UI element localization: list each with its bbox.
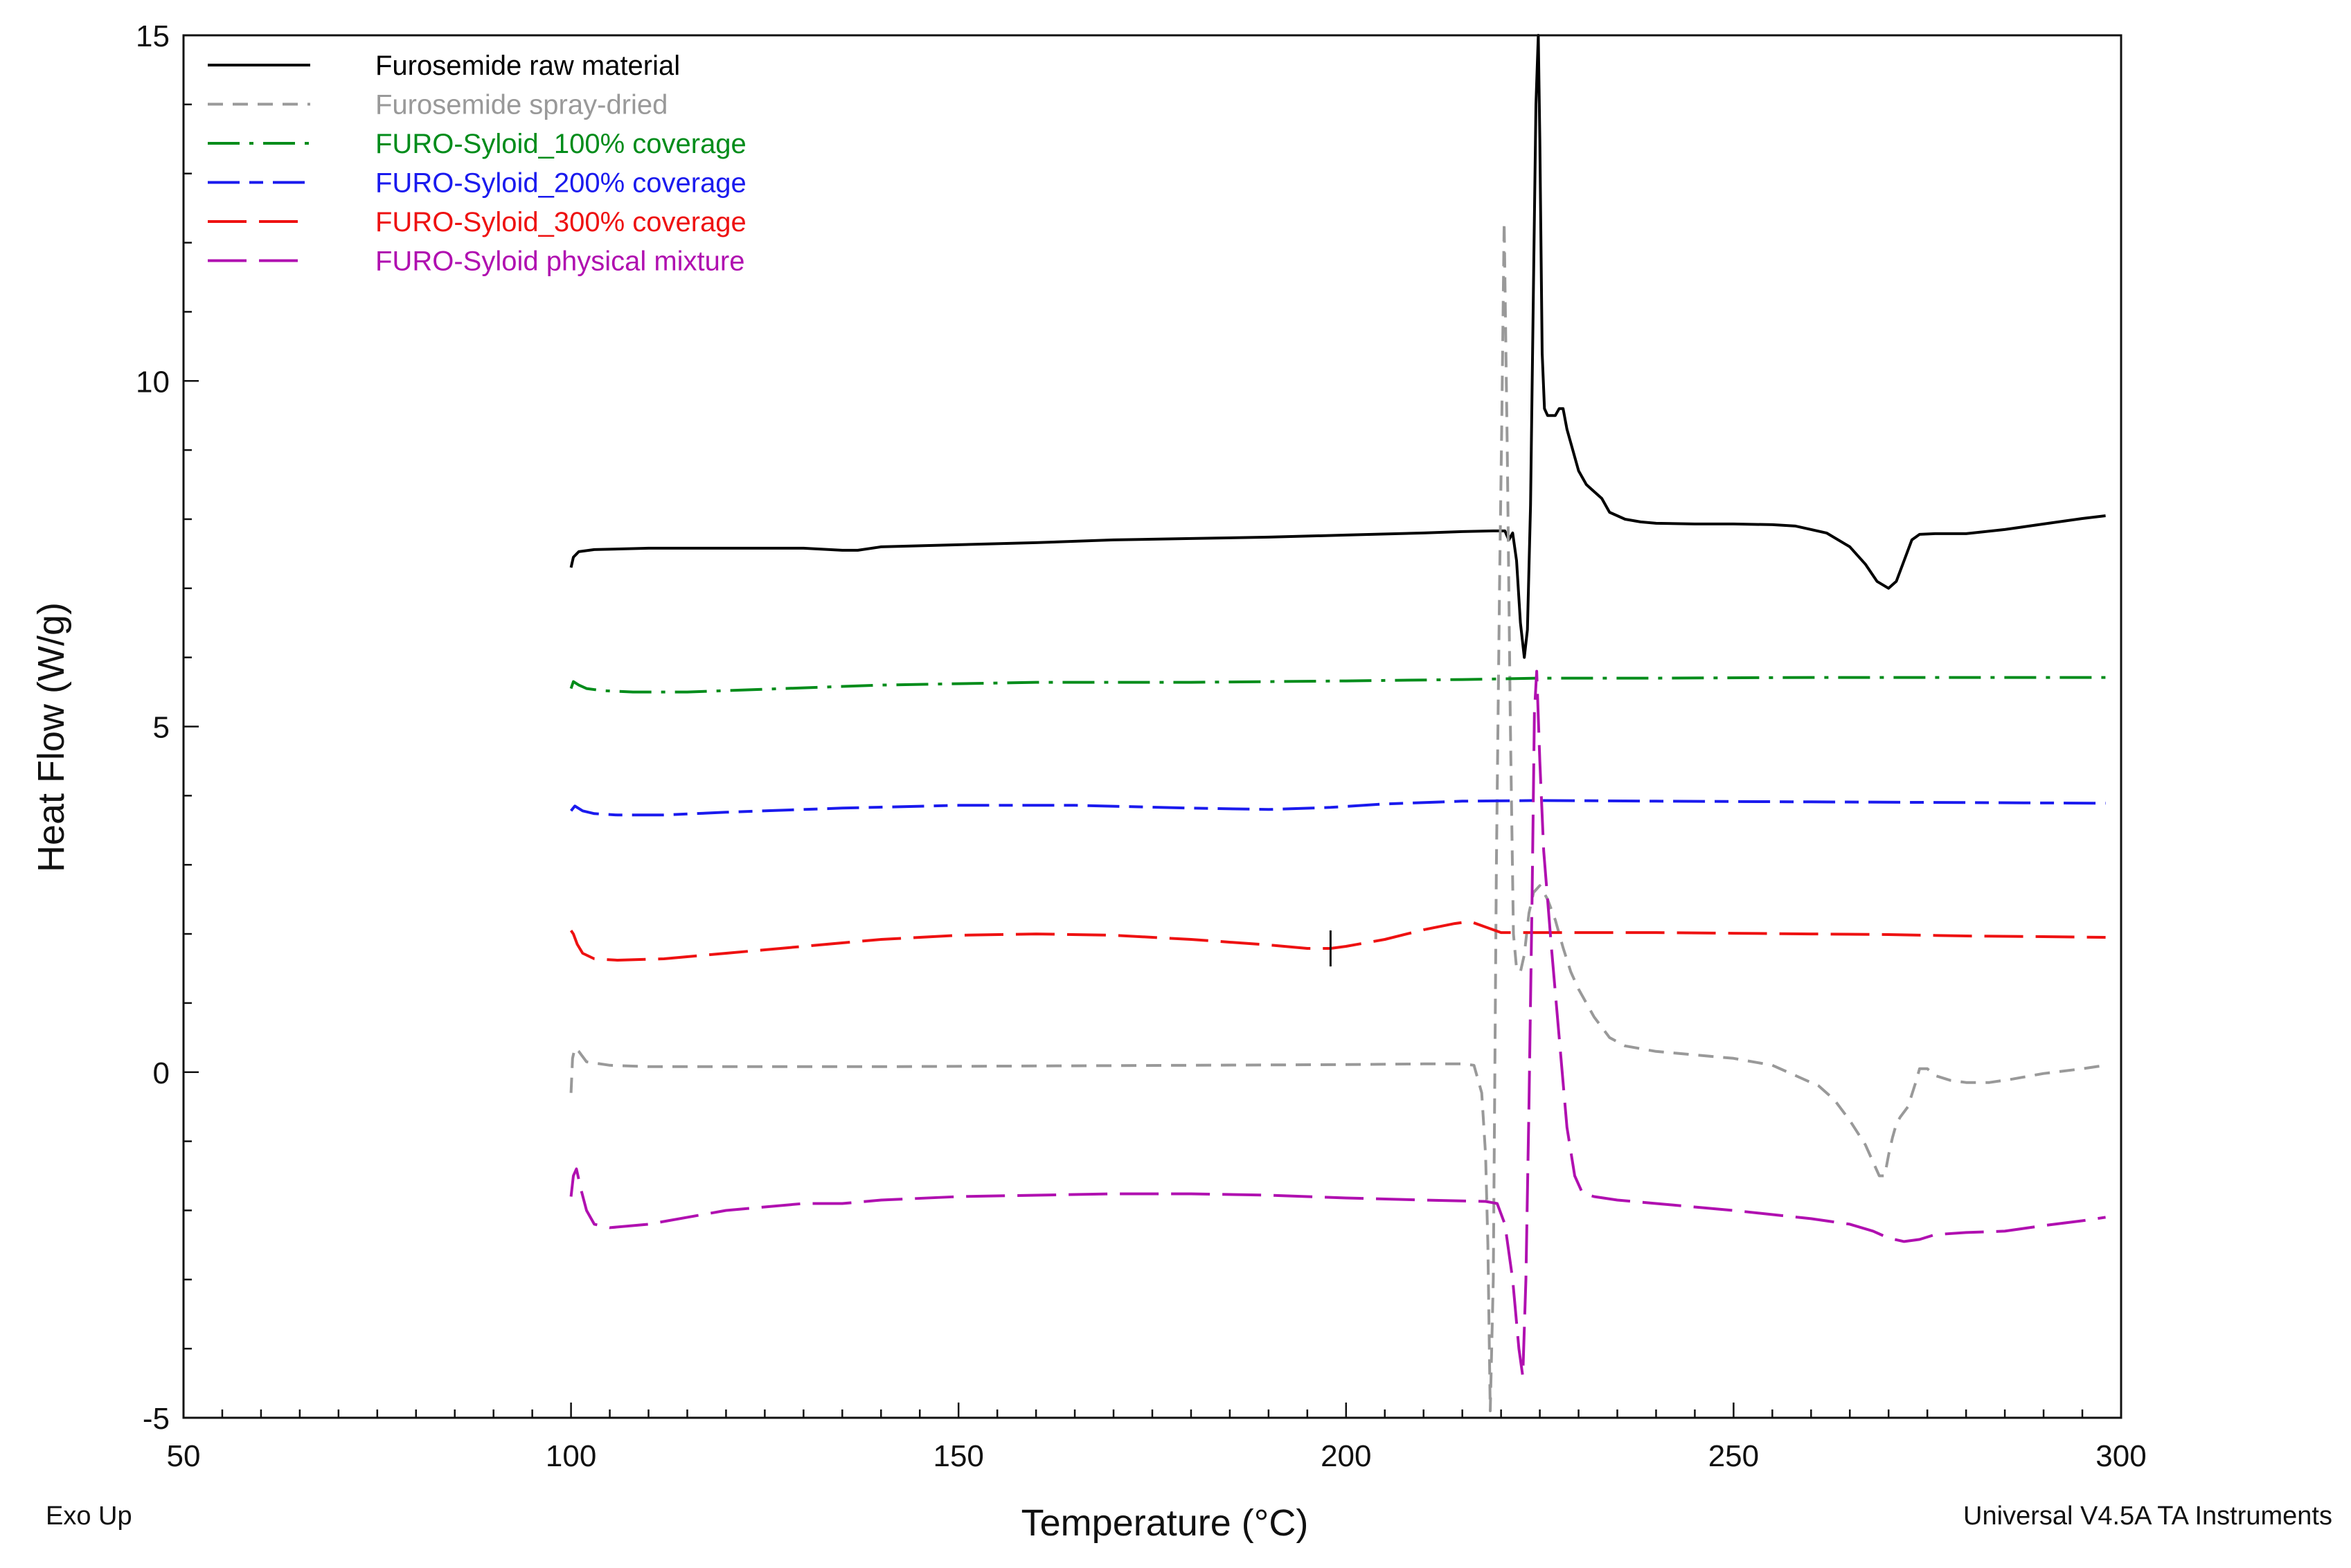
y-tick-label: 0	[153, 1056, 170, 1090]
plot-area	[569, 34, 2106, 1412]
legend-label-5: FURO-Syloid_300% coverage	[375, 207, 747, 237]
x-tick-label: 300	[2095, 1439, 2146, 1473]
legend-label-1: Furosemide raw material	[375, 51, 680, 81]
series-line-2	[569, 220, 2106, 1412]
y-tick-label: 10	[136, 365, 170, 399]
x-axis-title: Temperature (°C)	[1021, 1502, 1309, 1544]
series-line-6	[569, 669, 2106, 1378]
y-tick-label: -5	[143, 1402, 170, 1436]
x-tick-label: 150	[933, 1439, 983, 1473]
series-line-3	[569, 676, 2106, 694]
legend-label-2: Furosemide spray-dried	[375, 90, 668, 120]
legend-label-6: FURO-Syloid physical mixture	[375, 246, 744, 277]
x-axis: 50 100 150 200 250 300	[167, 1403, 2147, 1473]
x-tick-label: 200	[1321, 1439, 1371, 1473]
y-axis: -5 0 5 10 15	[136, 19, 199, 1436]
y-axis-title: Heat Flow (W/g)	[30, 602, 72, 872]
series-line-1	[569, 34, 2106, 659]
x-tick-label: 100	[546, 1439, 596, 1473]
y-tick-label: 15	[136, 19, 170, 53]
exo-up-note: Exo Up	[46, 1502, 132, 1531]
x-tick-label: 250	[1708, 1439, 1759, 1473]
legend-label-4: FURO-Syloid_200% coverage	[375, 168, 747, 199]
legend: Furosemide raw material Furosemide spray-…	[208, 51, 747, 277]
y-tick-label: 5	[153, 711, 170, 745]
legend-label-3: FURO-Syloid_100% coverage	[375, 129, 747, 159]
instrument-note: Universal V4.5A TA Instruments	[1963, 1502, 2332, 1531]
x-tick-label: 50	[167, 1439, 201, 1473]
series-line-4	[570, 799, 2106, 817]
